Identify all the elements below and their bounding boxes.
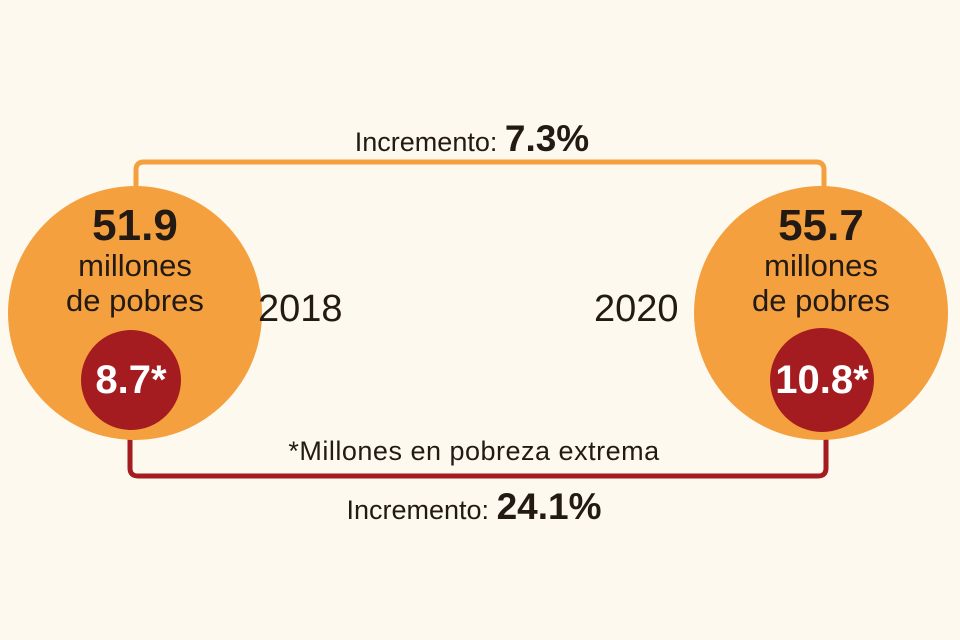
top-increment-label: Incremento: 7.3% (355, 118, 589, 160)
right-circle-text: 55.7 millones de pobres (711, 201, 931, 319)
bottom-increment-label: Incremento: 24.1% (346, 486, 601, 528)
top-increment-value: 7.3% (504, 118, 590, 159)
right-year: 2020 (594, 288, 679, 330)
left-extreme-circle: 8.7* (81, 330, 181, 430)
footnote: *Millones en pobreza extrema (288, 436, 660, 466)
top-connector-line (133, 159, 827, 200)
left-circle-text: 51.9 millones de pobres (25, 201, 245, 319)
right-poor-label: de pobres (752, 283, 890, 318)
left-extreme-value: 8.7* (95, 357, 167, 402)
bottom-increment-text: Incremento: (346, 495, 490, 525)
right-poor-count: 55.7 (778, 201, 864, 250)
left-year: 2018 (258, 288, 343, 330)
bottom-increment-value: 24.1% (496, 486, 602, 527)
left-poor-unit: millones (78, 248, 192, 283)
left-poor-label: de pobres (66, 283, 204, 318)
right-extreme-circle: 10.8* (770, 328, 874, 432)
right-extreme-value: 10.8* (775, 357, 869, 402)
top-increment-text: Incremento: (354, 127, 498, 157)
bottom-connector-line (127, 420, 829, 479)
right-poor-unit: millones (764, 248, 878, 283)
left-poor-count: 51.9 (92, 201, 178, 250)
